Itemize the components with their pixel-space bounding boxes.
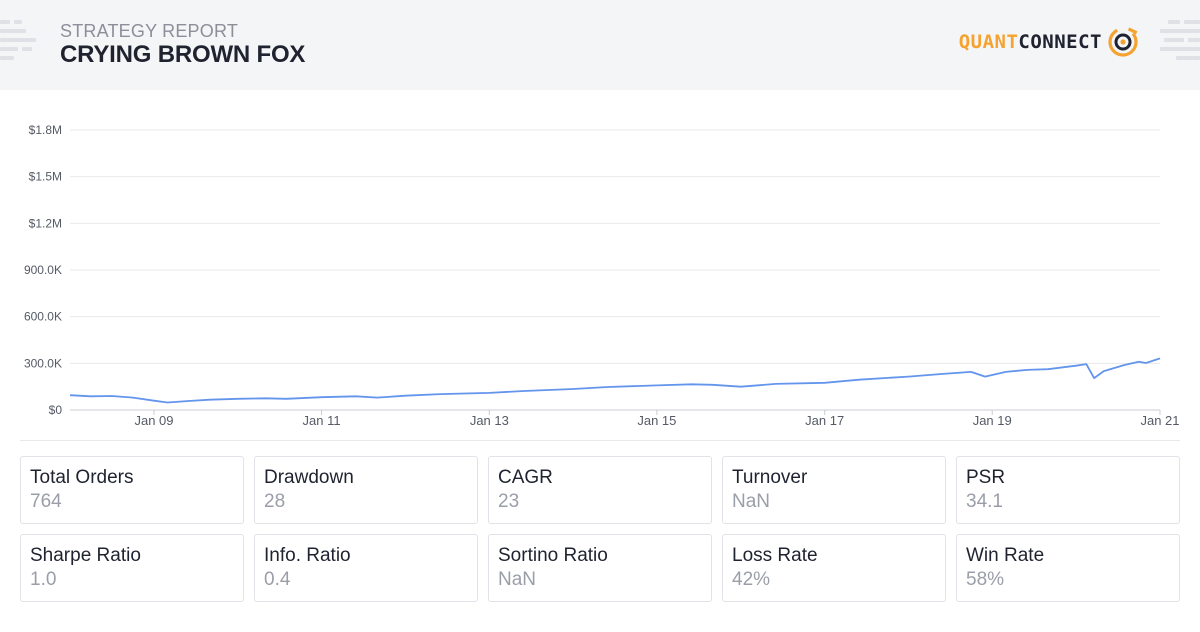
metric-card-cagr: CAGR 23 [488, 456, 712, 524]
x-tick-label: Jan 15 [637, 413, 676, 428]
metric-card-drawdown: Drawdown 28 [254, 456, 478, 524]
metric-card-psr: PSR 34.1 [956, 456, 1180, 524]
metric-card-loss-rate: Loss Rate 42% [722, 534, 946, 602]
y-tick-label: 600.0K [24, 310, 62, 324]
equity-series-line [69, 357, 1161, 404]
metric-value: 1.0 [30, 569, 57, 590]
y-tick-label: $1.8M [29, 123, 62, 137]
y-axis-ticks: $0 300.0K 600.0K 900.0K $1.2M $1.5M $1.8M [24, 123, 62, 417]
metric-label: CAGR [498, 467, 553, 488]
equity-chart: $0 300.0K 600.0K 900.0K $1.2M $1.5M $1.8M Jan … [24, 123, 1180, 428]
report-subtitle: STRATEGY REPORT [60, 21, 239, 41]
chart-gridlines [70, 129, 1160, 411]
strategy-title: CRYING BROWN FOX [60, 41, 306, 68]
metric-value: 28 [264, 491, 286, 512]
y-tick-label: $1.2M [29, 216, 62, 230]
y-tick-label: $0 [49, 403, 63, 417]
x-tick-label: Jan 11 [303, 413, 341, 428]
metric-label: Turnover [732, 467, 808, 488]
metric-card-turnover: Turnover NaN [722, 456, 946, 524]
metric-value: 34.1 [966, 491, 1003, 512]
quantconnect-logo: QUANT CONNECT [959, 24, 1140, 60]
metric-card-sortino-ratio: Sortino Ratio NaN [488, 534, 712, 602]
metric-value: 764 [30, 491, 62, 512]
y-tick-label: 300.0K [24, 356, 62, 370]
metric-value: 42% [732, 569, 771, 590]
metric-label: PSR [966, 467, 1006, 488]
metric-card-total-orders: Total Orders 764 [20, 456, 244, 524]
metric-card-sharpe-ratio: Sharpe Ratio 1.0 [20, 534, 244, 602]
metric-value: NaN [732, 491, 771, 512]
y-tick-label: $1.5M [29, 170, 62, 184]
chart-series [69, 357, 1161, 404]
metric-value: 0.4 [264, 569, 291, 590]
x-tick-label: Jan 21 [1140, 413, 1179, 428]
metric-label: Sortino Ratio [498, 545, 608, 566]
metric-label: Win Rate [966, 545, 1045, 566]
y-tick-label: 900.0K [24, 263, 62, 277]
report-header: STRATEGY REPORT CRYING BROWN FOX QUANT C… [0, 0, 1200, 90]
x-tick-label: Jan 09 [134, 413, 173, 428]
x-tick-label: Jan 13 [470, 413, 509, 428]
metric-value: NaN [498, 569, 537, 590]
metric-value: 58% [966, 569, 1005, 590]
metric-label: Total Orders [30, 467, 134, 488]
header-decoration-left [0, 20, 40, 70]
metric-label: Info. Ratio [264, 545, 351, 566]
quantconnect-logo-icon [1108, 27, 1138, 57]
logo-text-connect: CONNECT [1018, 31, 1102, 53]
x-tick-label: Jan 19 [973, 413, 1012, 428]
logo-text-quant: QUANT [958, 31, 1019, 53]
metric-card-win-rate: Win Rate 58% [956, 534, 1180, 602]
x-axis-ticks: Jan 09 Jan 11 Jan 13 Jan 15 Jan 17 Jan 19 Jan … [134, 410, 1180, 428]
metric-value: 23 [498, 491, 520, 512]
x-tick-label: Jan 17 [805, 413, 844, 428]
metric-label: Sharpe Ratio [30, 545, 141, 566]
metric-card-info-ratio: Info. Ratio 0.4 [254, 534, 478, 602]
metric-label: Loss Rate [732, 545, 818, 566]
header-decoration-right [1160, 20, 1200, 70]
metric-label: Drawdown [264, 467, 354, 488]
chart-divider [20, 440, 1180, 441]
